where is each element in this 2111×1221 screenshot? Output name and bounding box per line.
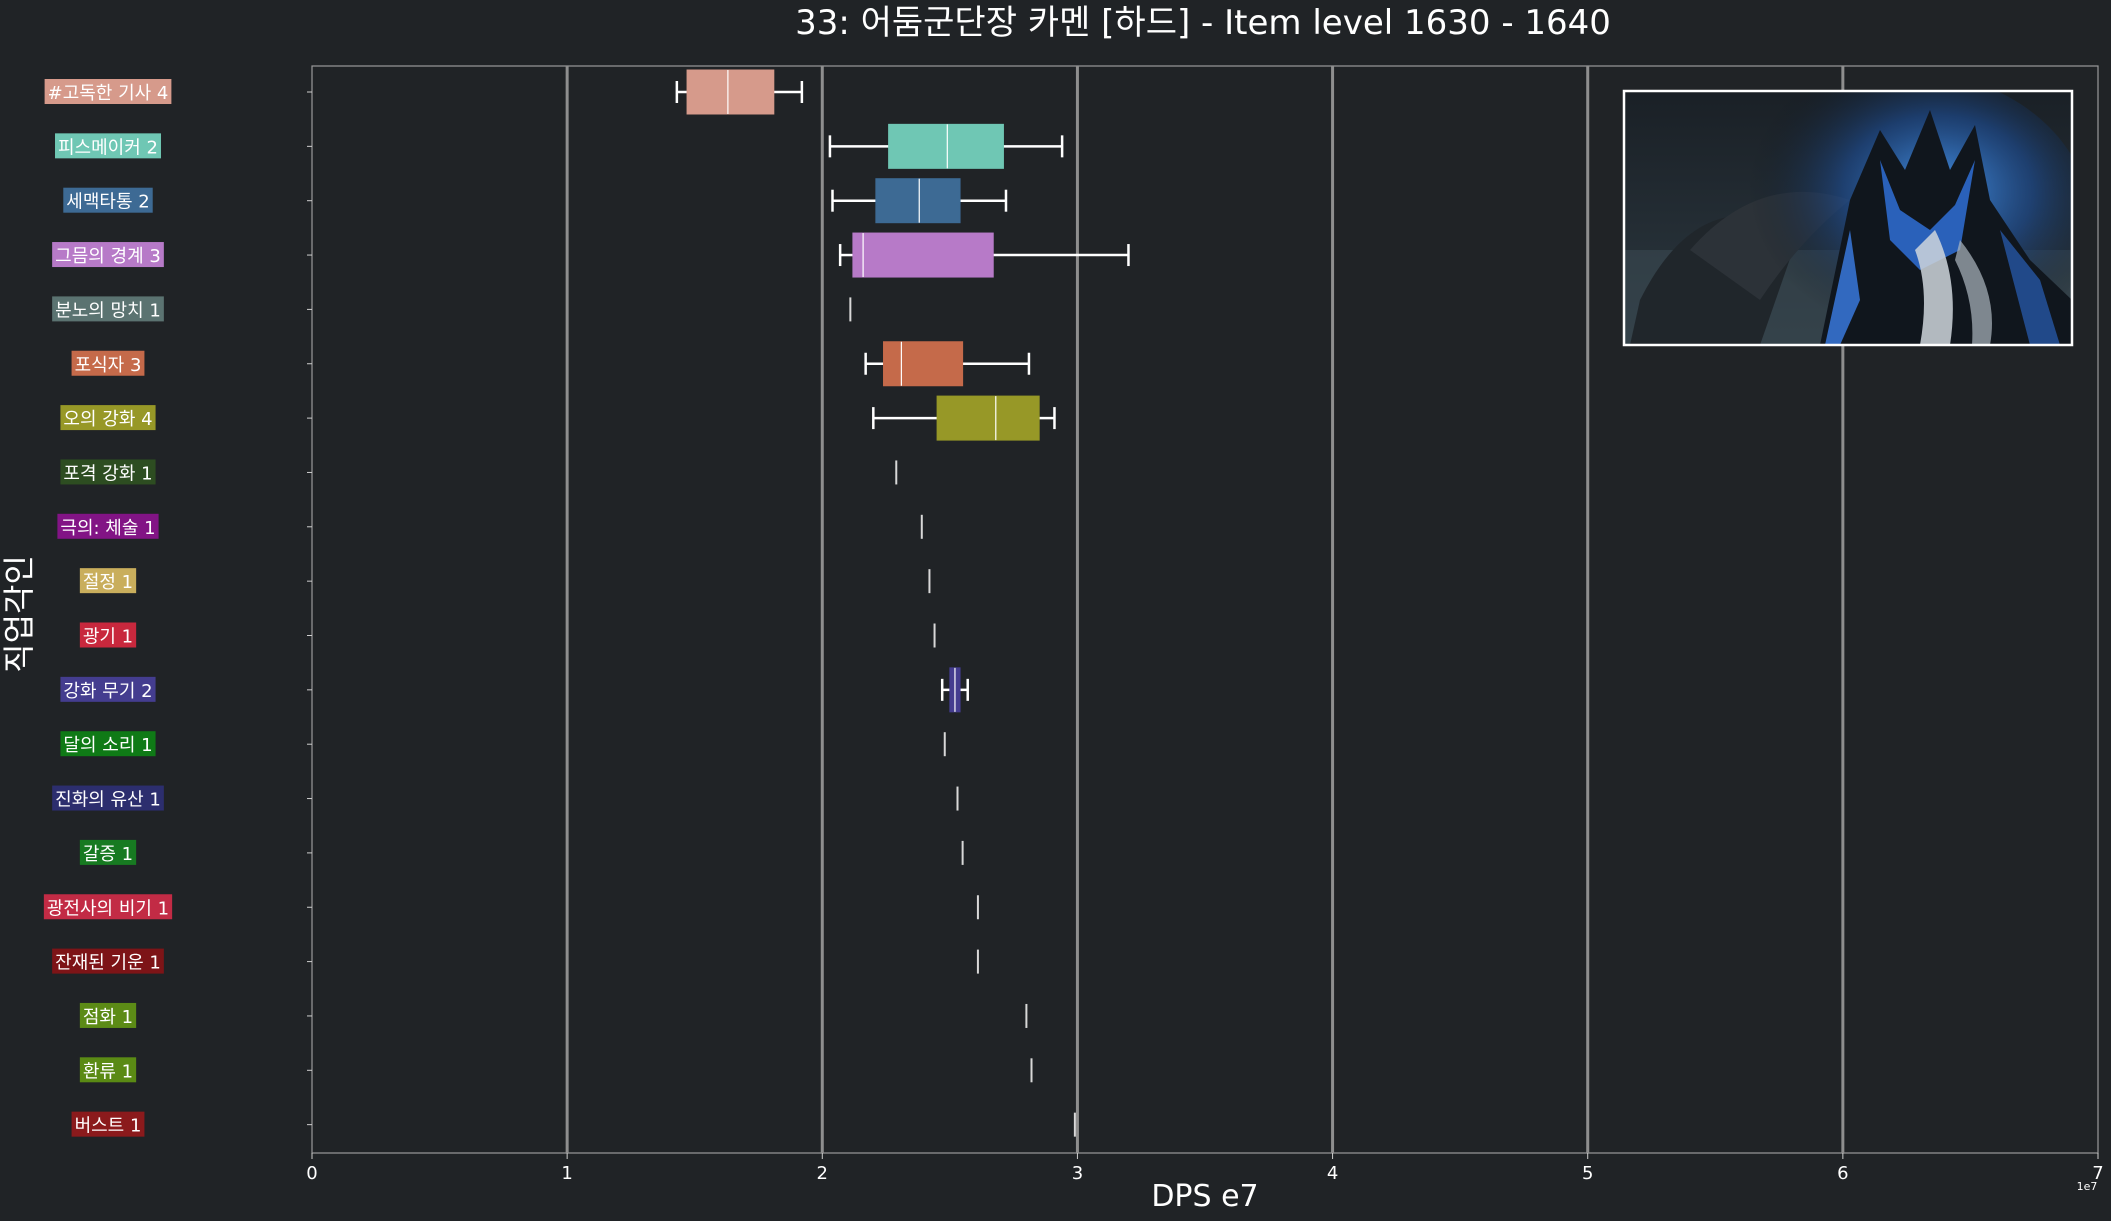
y-category-label-bg	[55, 133, 161, 159]
y-category-label: 환류 1	[83, 1061, 133, 1082]
x-tick-label: 2	[817, 1163, 828, 1184]
y-category-label-bg	[71, 1111, 145, 1137]
y-category-label: 달의 소리 1	[63, 735, 152, 756]
y-category-label-bg	[79, 622, 137, 648]
boss-portrait-image	[1622, 89, 2074, 347]
y-category-label-bg	[79, 1002, 137, 1028]
y-category-label-bg	[43, 894, 173, 920]
box-7	[872, 395, 1056, 441]
y-category-label-bg	[60, 731, 156, 757]
iqr-box	[936, 395, 1040, 441]
chart-title: 33: 어둠군단장 카멘 [하드] - Item level 1630 - 16…	[795, 3, 1611, 43]
y-category-label: 버스트 1	[75, 1116, 142, 1137]
y-category-label-bg	[52, 948, 164, 974]
y-category-label-bg	[71, 350, 145, 376]
y-category-label-bg	[79, 568, 137, 594]
box-4	[838, 232, 1130, 278]
y-category-label: #고독한 기사 4	[48, 83, 169, 104]
y-category-label: 포식자 3	[75, 355, 142, 376]
y-category-label: 강화 무기 2	[63, 681, 152, 702]
y-category-label-bg	[63, 187, 153, 213]
y-category-label: 그믐의 경계 3	[55, 246, 161, 267]
x-scale-note: 1e7	[2077, 1180, 2098, 1193]
y-category-label-bg	[79, 1057, 137, 1083]
y-category-label: 절정 1	[83, 572, 133, 593]
y-axis-label: 직업각인	[0, 555, 38, 673]
iqr-box	[686, 69, 775, 115]
iqr-box	[852, 232, 994, 278]
y-category-label: 갈증 1	[83, 844, 133, 865]
x-tick-label: 0	[306, 1163, 317, 1184]
x-tick-labels: 0 1 2 3 4 5 6 7	[306, 1153, 2104, 1184]
y-category-label: 분노의 망치 1	[55, 300, 161, 321]
x-tick-label: 5	[1582, 1163, 1593, 1184]
iqr-box	[888, 123, 1004, 169]
y-category-label: 피스메이커 2	[58, 137, 158, 158]
y-category-label-bg	[79, 839, 137, 865]
x-tick-label: 7	[2092, 1163, 2103, 1184]
box-3	[831, 178, 1008, 224]
iqr-box	[875, 178, 961, 224]
y-category-label: 광기 1	[83, 627, 133, 648]
y-category-label: 광전사의 비기 1	[47, 898, 169, 919]
x-tick-label: 1	[561, 1163, 572, 1184]
y-category-label: 오의 강화 4	[63, 409, 152, 430]
box-series	[675, 69, 1130, 1137]
box-1	[675, 69, 804, 115]
y-category-label: 진화의 유산 1	[55, 790, 161, 811]
y-category-label-bg	[57, 513, 159, 539]
y-category-label-bg	[52, 785, 164, 811]
y-category-label: 잔재된 기운 1	[55, 953, 161, 974]
x-tick-label: 3	[1072, 1163, 1083, 1184]
iqr-box	[883, 341, 964, 387]
y-category-label: 점화 1	[83, 1007, 133, 1028]
y-category-label-bg	[52, 296, 164, 322]
y-category-label-bg	[44, 79, 172, 104]
y-category-label: 극의: 체술 1	[60, 518, 155, 539]
box-6	[864, 341, 1031, 387]
y-category-labels: #고독한 기사 4 피스메이커 2 세맥타통 2 그믐의 경계 3 분노의 망치 1 포식…	[43, 79, 312, 1137]
y-category-label-bg	[60, 459, 156, 485]
x-tick-label: 4	[1327, 1163, 1338, 1184]
y-category-label: 세맥타통 2	[66, 192, 149, 213]
x-gridlines	[565, 66, 1845, 1153]
y-category-label-bg	[52, 242, 164, 268]
y-category-label-bg	[60, 676, 156, 702]
y-category-label-bg	[60, 405, 156, 431]
x-tick-label: 6	[1837, 1163, 1848, 1184]
box-2	[828, 123, 1064, 169]
x-axis-label: DPS e7	[1151, 1179, 1258, 1214]
y-category-label: 포격 강화 1	[63, 463, 152, 484]
box-12	[940, 667, 969, 713]
